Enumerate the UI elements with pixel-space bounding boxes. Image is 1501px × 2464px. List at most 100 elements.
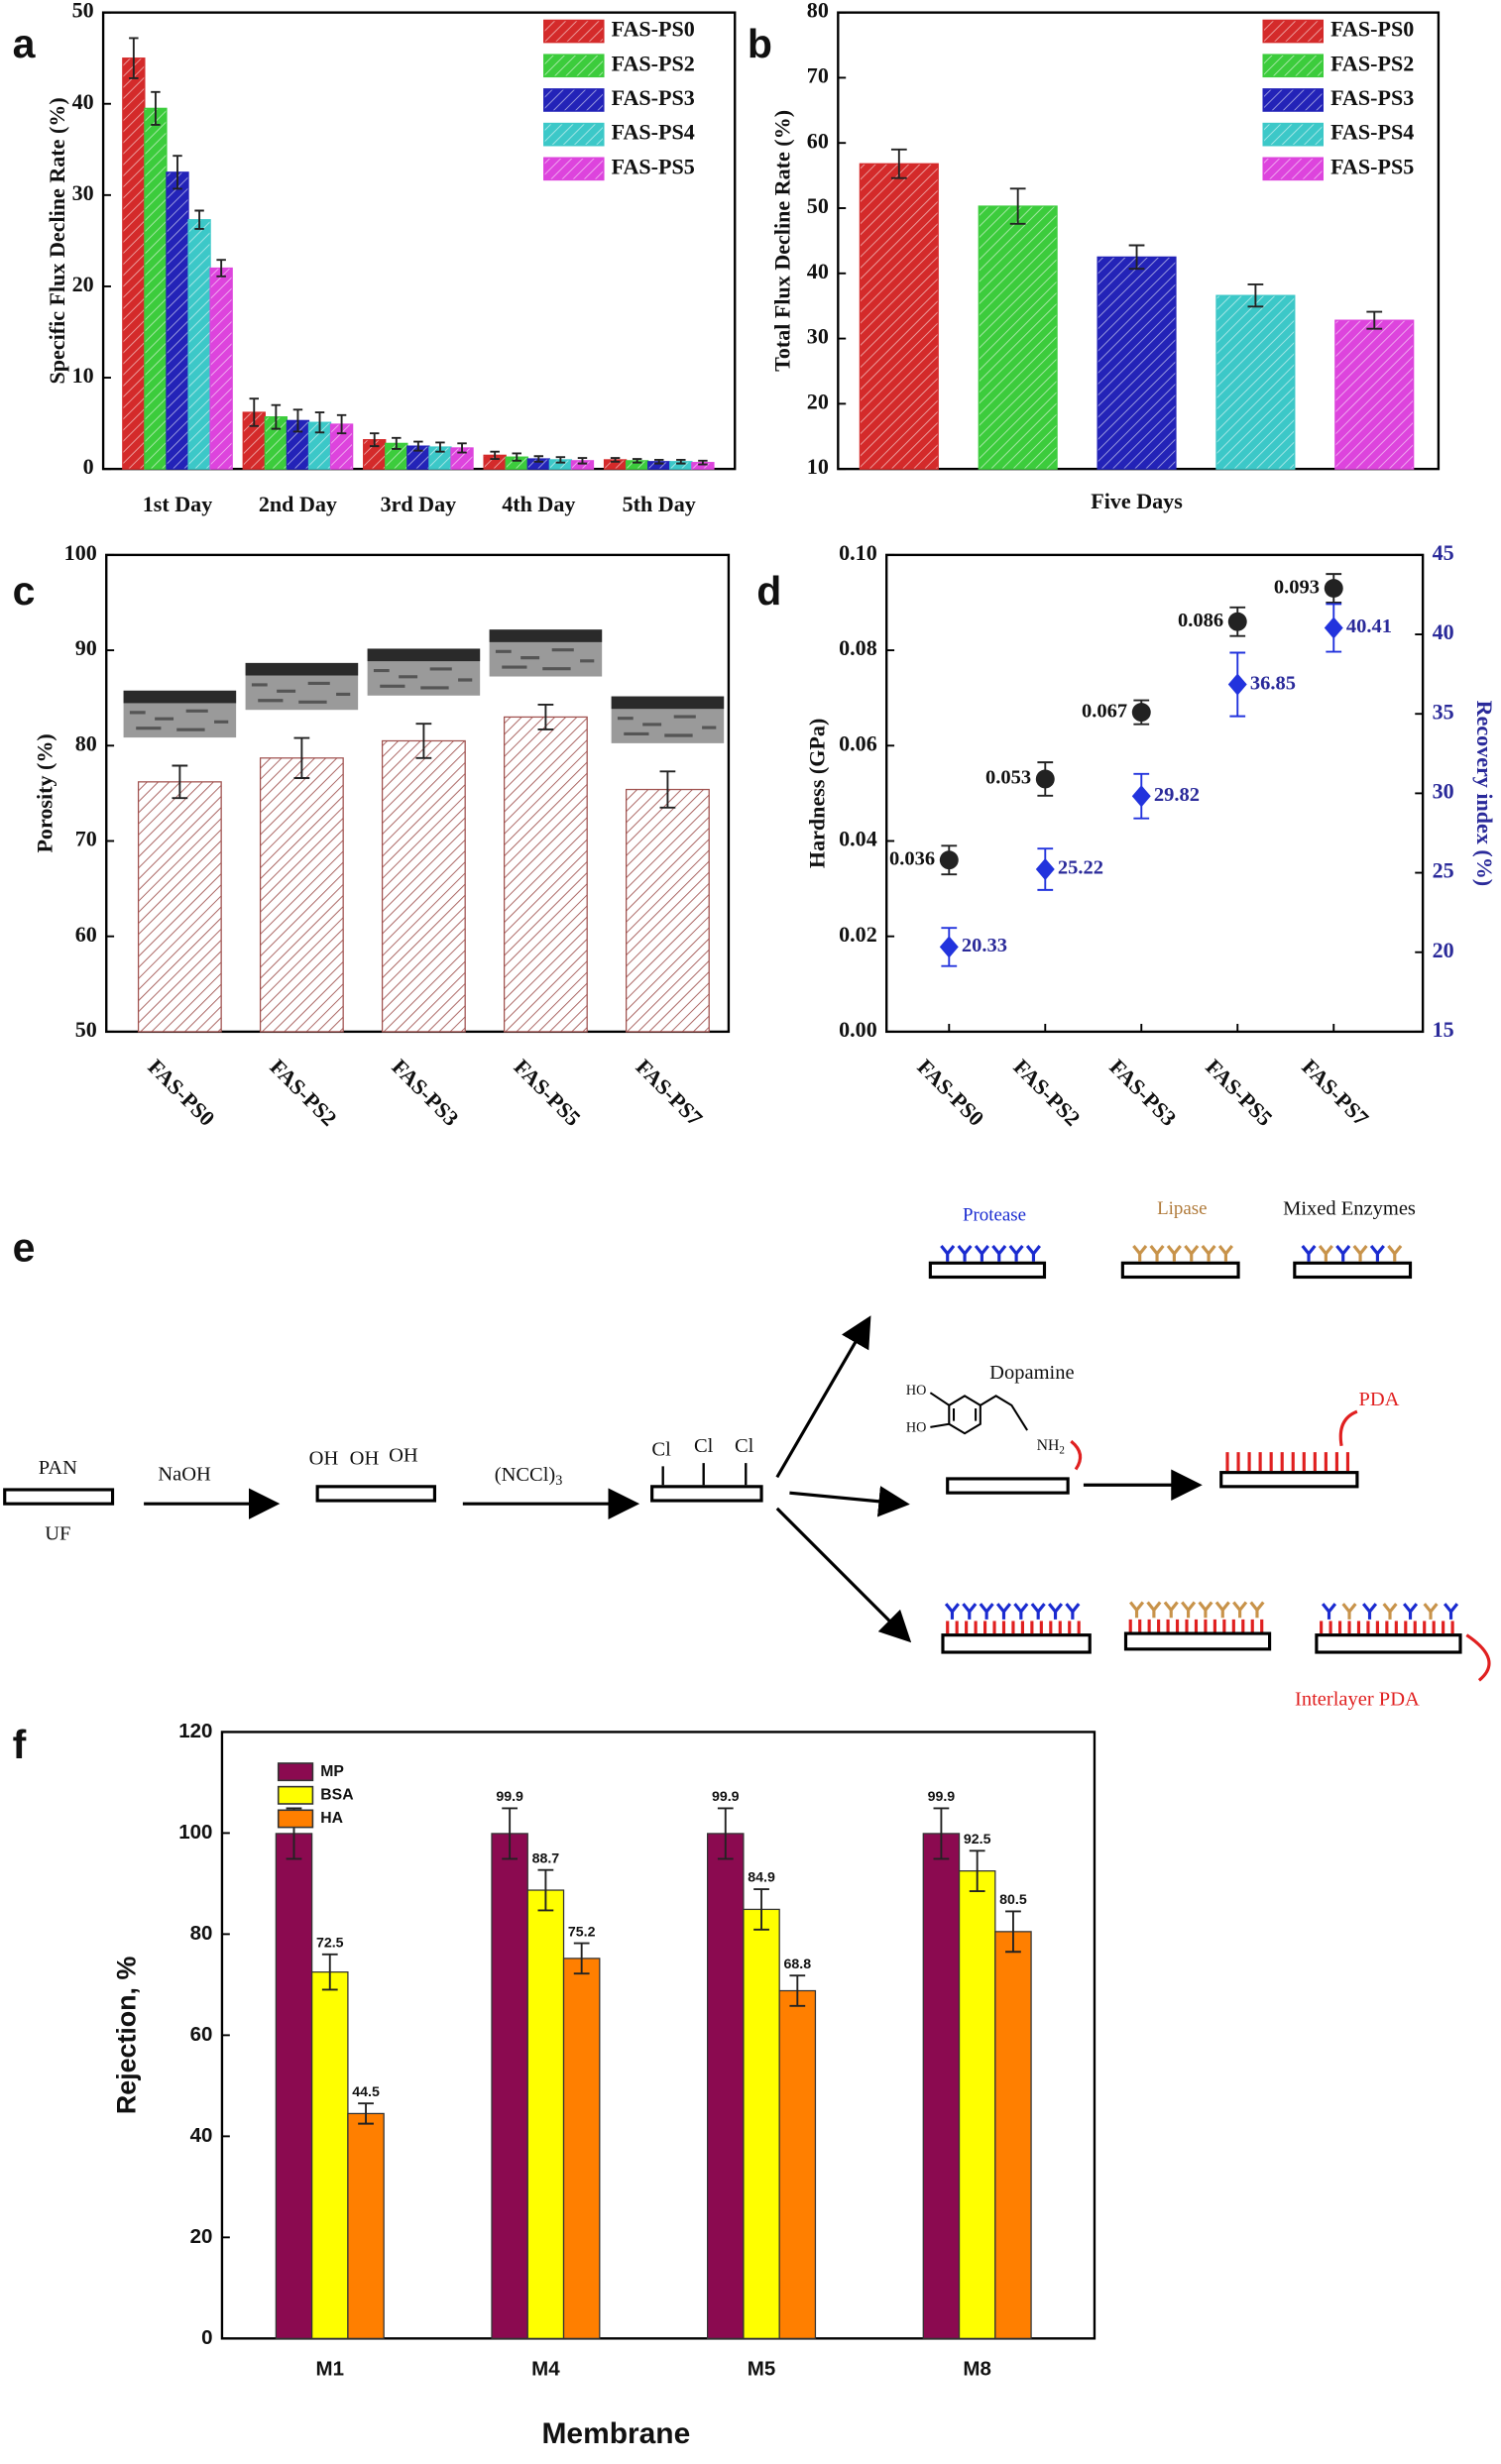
membrane bbox=[1120, 1261, 1240, 1280]
chart: f 0 20 40 60 80 100 120 Rejection, % Membrane M1 M4… bbox=[13, 1720, 1097, 2450]
data-label: 29.82 bbox=[1154, 784, 1200, 806]
error-bar bbox=[717, 1807, 734, 1860]
sem-image-top bbox=[367, 648, 481, 662]
enzyme bbox=[1047, 1603, 1064, 1620]
legend-swatch bbox=[543, 157, 605, 181]
error-bar bbox=[336, 413, 347, 435]
error-bar bbox=[172, 764, 188, 800]
label: Cl bbox=[694, 1435, 714, 1457]
y-tick-label: 50 bbox=[75, 1017, 97, 1042]
x-tick-label: FAS-PS0 bbox=[143, 1055, 219, 1131]
enzyme bbox=[995, 1603, 1012, 1620]
membrane bbox=[1315, 1633, 1462, 1654]
subscript: 3 bbox=[555, 1473, 562, 1489]
bar bbox=[562, 1958, 601, 2339]
error-bar bbox=[490, 450, 500, 460]
x-tick-label: 4th Day bbox=[502, 492, 575, 516]
y-tick-label: 0.02 bbox=[839, 922, 877, 947]
bar bbox=[347, 2112, 385, 2339]
bar bbox=[275, 1833, 313, 2339]
enzyme bbox=[1008, 1244, 1024, 1262]
error-bar bbox=[216, 259, 226, 278]
y-tick-label: 70 bbox=[75, 827, 97, 851]
enzyme bbox=[1030, 1603, 1046, 1620]
data-label: 99.9 bbox=[928, 1789, 956, 1805]
label: OH bbox=[309, 1448, 339, 1470]
enzyme bbox=[1318, 1244, 1333, 1262]
bar bbox=[122, 57, 146, 470]
y-tick-label: 100 bbox=[178, 1821, 212, 1844]
error-bar bbox=[194, 209, 204, 230]
error-bar bbox=[502, 1807, 519, 1860]
y-tick-label: 60 bbox=[190, 2023, 213, 2046]
bar bbox=[381, 739, 466, 1033]
error-bar bbox=[358, 2102, 374, 2125]
error-bar bbox=[533, 455, 544, 463]
label: NH bbox=[1037, 1436, 1060, 1453]
data-label: 72.5 bbox=[316, 1936, 344, 1952]
enzyme bbox=[1402, 1603, 1419, 1620]
enzyme bbox=[1146, 1601, 1162, 1619]
legend-swatch bbox=[543, 54, 605, 78]
y-tick-label: 0.00 bbox=[839, 1017, 877, 1042]
point bbox=[1035, 857, 1055, 881]
data-label: 75.2 bbox=[568, 1924, 596, 1940]
y2-tick-label: 25 bbox=[1433, 858, 1454, 883]
bar bbox=[526, 1889, 565, 2339]
enzyme bbox=[1387, 1244, 1403, 1262]
enzyme bbox=[1369, 1244, 1385, 1262]
data-label: 0.093 bbox=[1274, 576, 1320, 598]
y-tick-label: 100 bbox=[64, 540, 97, 565]
y-tick-label: 80 bbox=[807, 0, 829, 23]
label: Cl bbox=[651, 1438, 671, 1460]
error-bar bbox=[1009, 187, 1026, 225]
panel-letter: c bbox=[13, 568, 36, 614]
error-bar bbox=[271, 403, 282, 430]
label: OH bbox=[350, 1448, 380, 1470]
point bbox=[1324, 616, 1343, 639]
x-tick-label: FAS-PS0 bbox=[912, 1055, 988, 1131]
legend-swatch bbox=[277, 1785, 314, 1805]
label: Dopamine bbox=[989, 1362, 1074, 1384]
diagram: e PAN UF NaOH OH OH OH (NCCl)3 Cl Cl Cl … bbox=[3, 1197, 1491, 1711]
label: HO bbox=[906, 1383, 927, 1399]
data-label: 68.8 bbox=[784, 1957, 812, 1972]
legend-label: MP bbox=[320, 1763, 344, 1780]
y-tick-label: 90 bbox=[75, 635, 97, 660]
enzyme bbox=[1249, 1601, 1265, 1619]
enzyme bbox=[1217, 1244, 1233, 1262]
data-label: 44.5 bbox=[352, 2084, 380, 2100]
x-axis-label: Membrane bbox=[541, 2417, 690, 2450]
bar bbox=[706, 1833, 745, 2339]
point bbox=[939, 936, 959, 958]
enzyme bbox=[1201, 1244, 1216, 1262]
legend-swatch bbox=[543, 19, 605, 44]
y-tick-label: 0 bbox=[83, 454, 94, 479]
y-tick-label: 40 bbox=[807, 259, 829, 283]
legend-swatch bbox=[277, 1762, 314, 1782]
label: PDA bbox=[1358, 1389, 1399, 1410]
error-bar bbox=[890, 148, 907, 179]
membrane bbox=[315, 1485, 437, 1503]
error-bar bbox=[573, 1942, 590, 1975]
curve bbox=[1465, 1633, 1491, 1682]
x-tick-label: M5 bbox=[748, 2357, 775, 2380]
legend-swatch bbox=[1262, 122, 1325, 147]
error-bar bbox=[789, 1974, 806, 2007]
x-tick-label: FAS-PS2 bbox=[1008, 1055, 1085, 1131]
enzyme bbox=[1341, 1603, 1357, 1620]
x-tick-label: M4 bbox=[531, 2357, 560, 2380]
label: Cl bbox=[735, 1435, 754, 1457]
label: (NCCl)3 bbox=[495, 1463, 563, 1489]
legend-swatch bbox=[277, 1809, 314, 1829]
y-tick-label: 30 bbox=[807, 324, 829, 349]
x-tick-label: M8 bbox=[963, 2357, 990, 2380]
chart: a 0 10 20 30 40 50 Specific Flux Decline Rate (… bbox=[13, 0, 737, 516]
y-tick-label: 70 bbox=[807, 62, 829, 87]
legend-label: BSA bbox=[320, 1786, 353, 1803]
point bbox=[1227, 612, 1247, 631]
x-tick-label: FAS-PS5 bbox=[510, 1055, 586, 1131]
enzyme bbox=[1128, 1601, 1145, 1619]
enzyme bbox=[1025, 1244, 1041, 1262]
